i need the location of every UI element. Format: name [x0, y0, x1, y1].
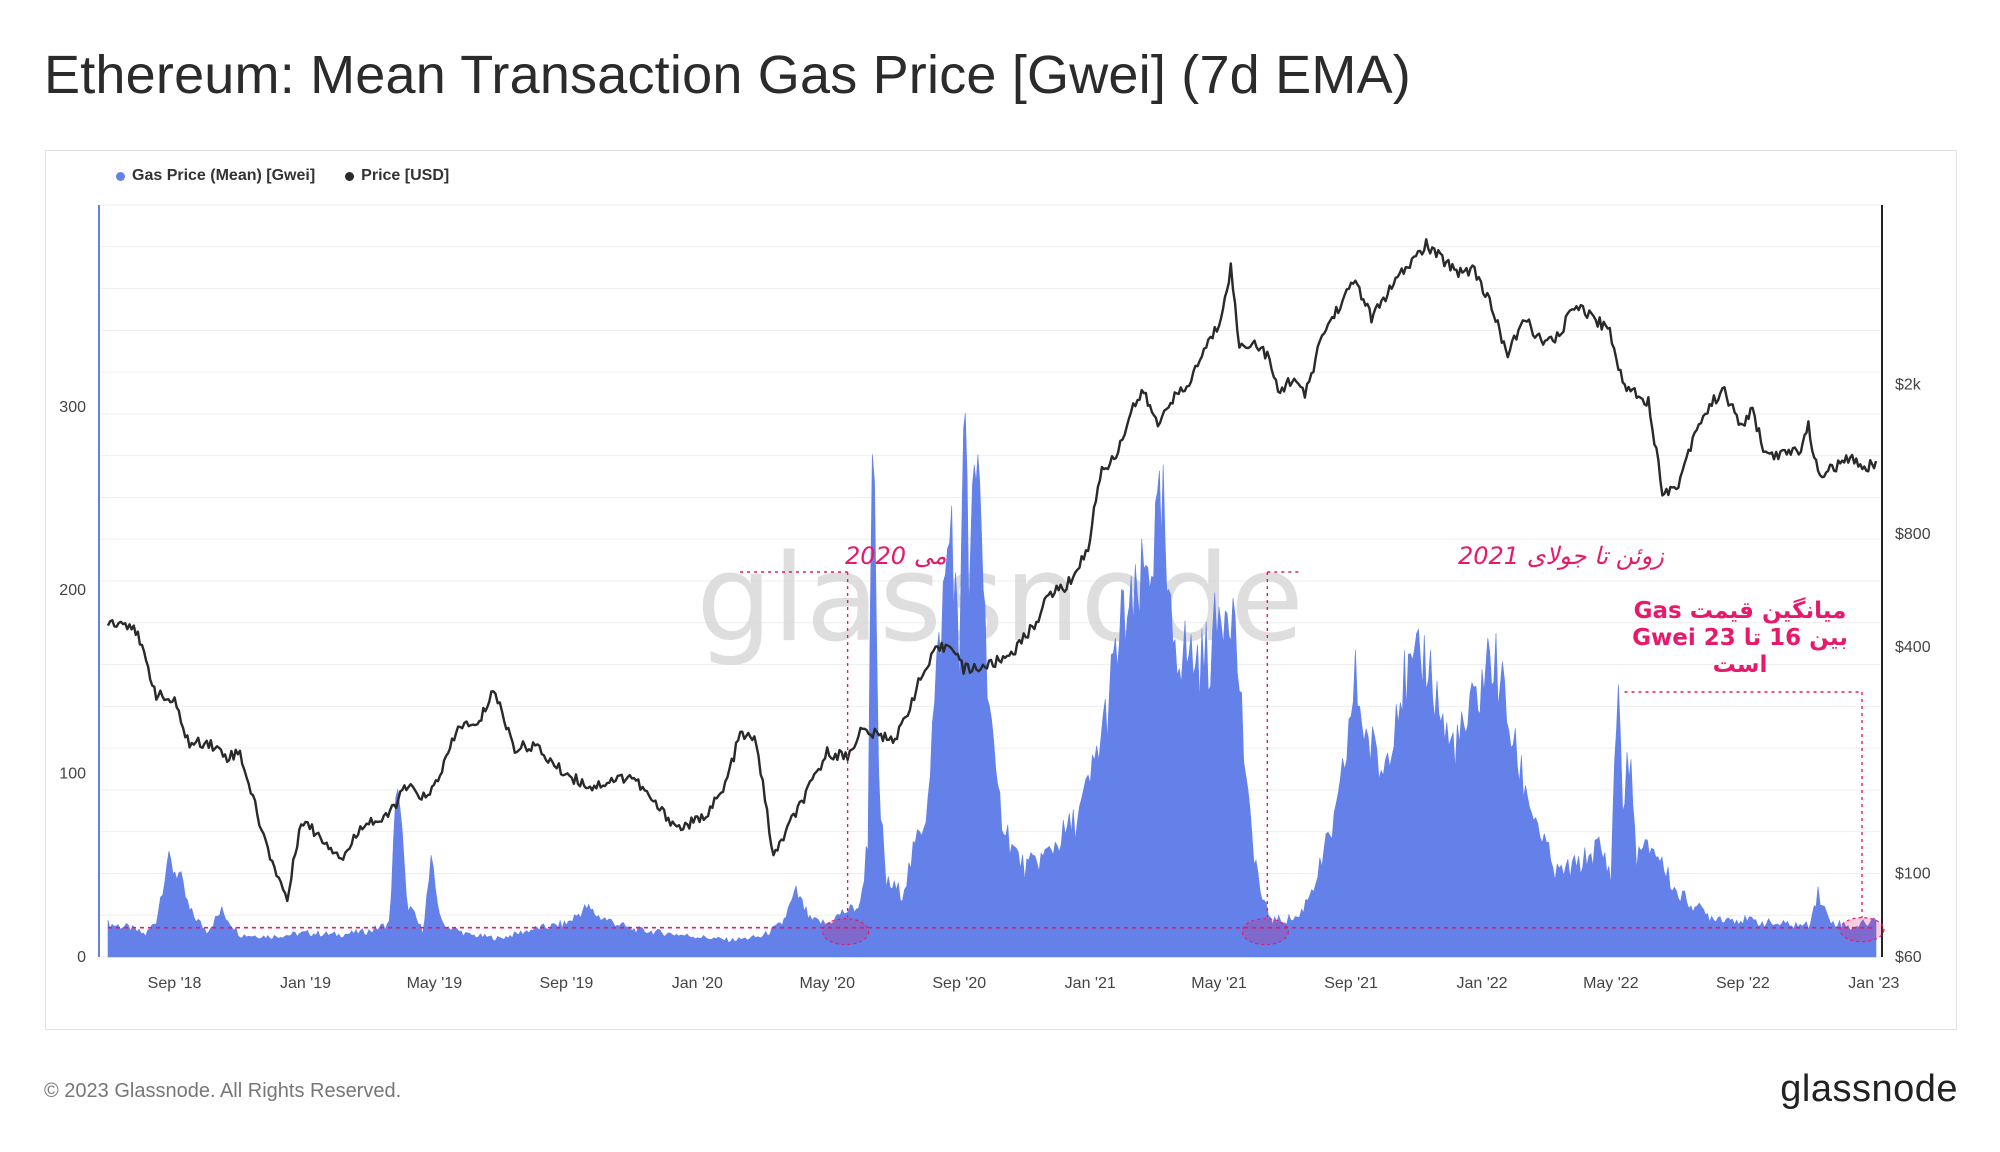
legend-gas-dot — [116, 171, 125, 181]
x-tick-label: May '19 — [407, 975, 463, 992]
x-tick-label: Sep '18 — [148, 975, 202, 992]
x-tick-label: Sep '21 — [1324, 975, 1378, 992]
gas-price-area — [107, 412, 1877, 958]
annotation-2021-ellipse — [1241, 918, 1289, 946]
legend-price-dot — [345, 171, 355, 181]
annotation-2022-label-line: بین 16 تا 23 Gwei — [1632, 625, 1848, 651]
chart-legend: Gas Price (Mean) [Gwei] Price [USD] — [116, 167, 449, 185]
footer-copyright: © 2023 Glassnode. All Rights Reserved. — [44, 1080, 402, 1102]
annotation-2022-label-line: است — [1713, 652, 1768, 678]
annotation-2021-label: زوئن تا جولای 2021 — [1458, 542, 1664, 570]
y-left-tick-label: 300 — [59, 399, 86, 416]
annotation-may-2020-ellipse — [822, 918, 870, 946]
chart-panel — [45, 150, 1957, 1030]
x-tick-label: Jan '22 — [1456, 975, 1507, 992]
y-left-tick-label: 100 — [59, 766, 86, 783]
x-tick-label: Sep '19 — [539, 975, 593, 992]
x-tick-label: Jan '20 — [672, 975, 723, 992]
x-tick-label: May '21 — [1191, 975, 1247, 992]
legend-gas-label: Gas Price (Mean) [Gwei] — [132, 167, 316, 184]
x-tick-label: May '22 — [1583, 975, 1639, 992]
x-tick-label: Jan '23 — [1848, 975, 1899, 992]
legend-price-label: Price [USD] — [361, 167, 450, 184]
annotation-2022-ellipse — [1839, 917, 1885, 943]
annotation-may-2020-label: می 2020 — [845, 542, 947, 570]
y-right-tick-label: $60 — [1895, 949, 1922, 966]
y-right-tick-label: $800 — [1895, 526, 1931, 543]
eth-price-line — [106, 238, 1878, 903]
x-tick-label: May '20 — [799, 975, 855, 992]
x-tick-label: Jan '21 — [1065, 975, 1116, 992]
y-left-tick-label: 0 — [77, 949, 86, 966]
y-right-tick-label: $100 — [1895, 866, 1931, 883]
y-right-tick-label: $400 — [1895, 639, 1931, 656]
legend-item-gas[interactable]: Gas Price (Mean) [Gwei] — [116, 167, 315, 185]
x-tick-label: Sep '22 — [1716, 975, 1770, 992]
footer-logo[interactable]: glassnode — [1780, 1068, 1958, 1110]
legend-item-price[interactable]: Price [USD] — [345, 167, 449, 185]
x-tick-label: Jan '19 — [280, 975, 331, 992]
page-title: Ethereum: Mean Transaction Gas Price [Gw… — [44, 45, 1411, 105]
y-left-tick-label: 200 — [59, 582, 86, 599]
x-tick-label: Sep '20 — [932, 975, 986, 992]
y-right-tick-label: $2k — [1895, 376, 1922, 393]
annotation-2022-label-line: میانگین قیمت Gas — [1634, 597, 1847, 624]
